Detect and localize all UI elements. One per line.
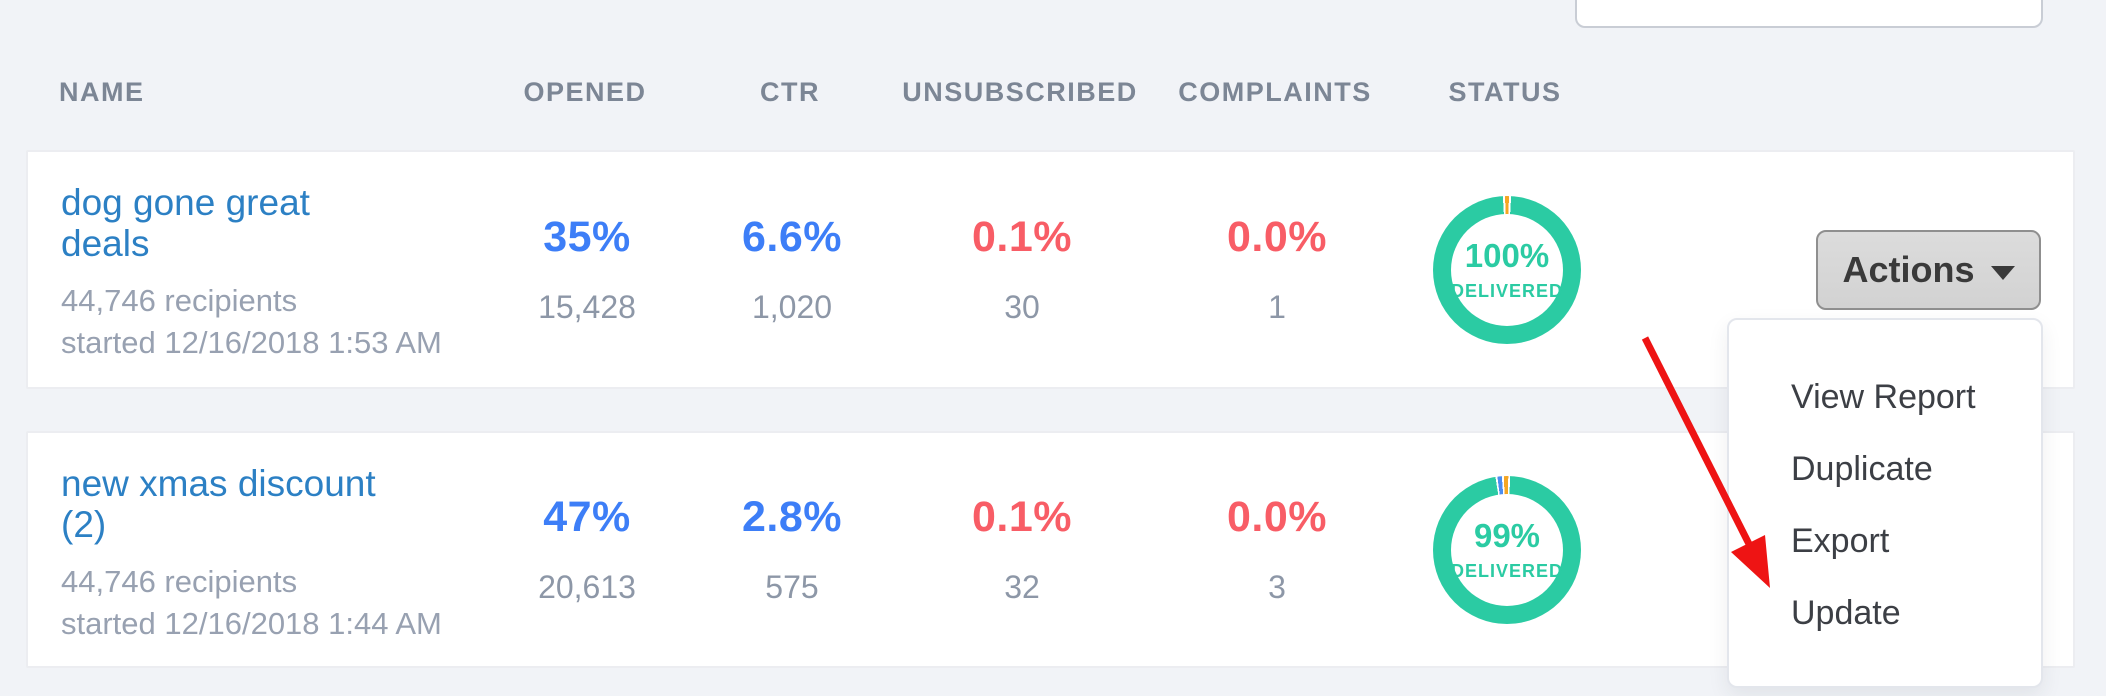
- table-row: dog gone great deals 44,746 recipients s…: [26, 150, 2075, 389]
- recipients-text: 44,746 recipients: [61, 283, 298, 318]
- delivered-donut-chart: 100% DELIVERED: [1433, 195, 1581, 344]
- column-header-unsubscribed: UNSUBSCRIBED: [902, 76, 1138, 107]
- campaign-name-cell: dog gone great deals 44,746 recipients s…: [28, 152, 468, 364]
- delivered-label: DELIVERED: [1450, 281, 1564, 301]
- menu-item-duplicate[interactable]: Duplicate: [1791, 449, 1933, 488]
- unsubscribed-count: 32: [1004, 569, 1040, 605]
- column-header-complaints: COMPLAINTS: [1178, 76, 1372, 107]
- donut-center: 99% DELIVERED: [1450, 493, 1564, 606]
- complaints-cell: 0.0% 3: [1166, 493, 1388, 606]
- opened-count: 20,613: [538, 569, 636, 605]
- campaign-meta: 44,746 recipients started 12/16/2018 1:4…: [61, 561, 468, 645]
- complaints-count: 3: [1268, 569, 1286, 605]
- menu-item-update[interactable]: Update: [1791, 593, 1901, 632]
- caret-down-icon: [1990, 265, 2015, 280]
- actions-button-label: Actions: [1842, 248, 1975, 290]
- delivered-label: DELIVERED: [1450, 561, 1564, 581]
- complaints-cell: 0.0% 1: [1166, 213, 1388, 326]
- unsubscribed-percent: 0.1%: [971, 493, 1072, 541]
- column-header-ctr: CTR: [760, 76, 820, 107]
- donut-center: 100% DELIVERED: [1450, 213, 1564, 326]
- delivered-percent: 100%: [1464, 237, 1550, 274]
- actions-cell: Actions: [1626, 229, 2073, 310]
- actions-dropdown-menu: View Report Duplicate Export Update: [1727, 318, 2043, 688]
- unsubscribed-percent: 0.1%: [971, 213, 1072, 261]
- started-text: started 12/16/2018 1:53 AM: [61, 325, 442, 360]
- campaign-name-cell: new xmas discount (2) 44,746 recipients …: [28, 433, 468, 645]
- ctr-count: 575: [765, 569, 819, 605]
- ctr-cell: 6.6% 1,020: [706, 213, 878, 326]
- recipients-text: 44,746 recipients: [61, 564, 298, 599]
- unsubscribed-cell: 0.1% 32: [878, 493, 1166, 606]
- complaints-count: 1: [1268, 289, 1286, 325]
- column-header-name: NAME: [59, 76, 145, 107]
- campaign-name-link[interactable]: new xmas discount (2): [61, 463, 376, 545]
- ctr-count: 1,020: [751, 289, 833, 325]
- menu-item-export[interactable]: Export: [1791, 521, 1890, 560]
- opened-cell: 35% 15,428: [468, 213, 706, 326]
- search-input[interactable]: [1575, 0, 2043, 28]
- opened-count: 15,428: [538, 289, 636, 325]
- campaign-name-link[interactable]: dog gone great deals: [61, 182, 310, 264]
- opened-percent: 35%: [543, 213, 631, 261]
- delivered-percent: 99%: [1473, 517, 1541, 554]
- opened-percent: 47%: [543, 493, 631, 541]
- delivered-donut-chart: 99% DELIVERED: [1433, 475, 1581, 624]
- opened-cell: 47% 20,613: [468, 493, 706, 606]
- status-cell: 99% DELIVERED: [1388, 475, 1626, 624]
- started-text: started 12/16/2018 1:44 AM: [61, 606, 442, 641]
- menu-item-view-report[interactable]: View Report: [1791, 377, 1976, 416]
- complaints-percent: 0.0%: [1226, 213, 1327, 261]
- column-header-status: STATUS: [1448, 76, 1562, 107]
- unsubscribed-count: 30: [1004, 289, 1040, 325]
- ctr-percent: 2.8%: [741, 493, 842, 541]
- column-header-opened: OPENED: [523, 76, 647, 107]
- ctr-cell: 2.8% 575: [706, 493, 878, 606]
- campaign-meta: 44,746 recipients started 12/16/2018 1:5…: [61, 280, 468, 364]
- unsubscribed-cell: 0.1% 30: [878, 213, 1166, 326]
- status-cell: 100% DELIVERED: [1388, 195, 1626, 344]
- ctr-percent: 6.6%: [741, 213, 842, 261]
- complaints-percent: 0.0%: [1226, 493, 1327, 541]
- table-header: NAME OPENED CTR UNSUBSCRIBED COMPLAINTS …: [26, 70, 2075, 114]
- actions-button[interactable]: Actions: [1816, 229, 2041, 310]
